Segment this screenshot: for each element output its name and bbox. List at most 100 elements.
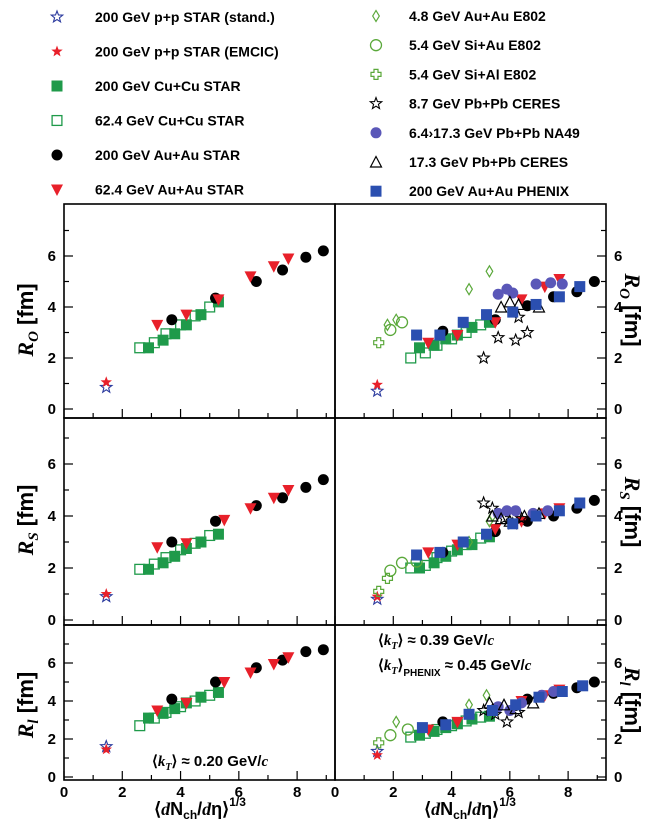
data-point — [277, 264, 289, 276]
data-point — [434, 329, 446, 341]
data-point — [512, 297, 526, 311]
y-tick-label: 6 — [614, 456, 622, 473]
series-200-gev-p-p-star-stand — [370, 383, 385, 398]
data-point — [553, 291, 565, 303]
ylabel-ro-left: RO [fm] — [13, 283, 42, 357]
data-point — [250, 276, 262, 287]
data-point — [151, 705, 164, 717]
ylabel-rs-right: RS [fm] — [616, 476, 645, 548]
series-200-gev-p-p-star-stand — [99, 589, 114, 603]
x-tick-label: 2 — [389, 784, 397, 801]
series-200-gev-p-p-star-stand — [99, 379, 114, 394]
data-point — [195, 309, 207, 321]
data-point — [485, 264, 494, 278]
legend-label-200-gev-au-au-phenix: 200 GeV Au+Au PHENIX — [409, 183, 570, 199]
data-point — [371, 378, 383, 390]
data-point — [440, 333, 452, 345]
data-point — [588, 676, 600, 688]
data-point — [189, 537, 201, 549]
data-point — [169, 550, 181, 562]
data-point — [157, 334, 169, 346]
data-point — [457, 316, 469, 328]
data-point — [99, 379, 114, 394]
data-point — [476, 495, 491, 510]
legend-label-4-8-gev-au-au-e802: 4.8 GeV Au+Au E802 — [409, 8, 546, 24]
data-point — [143, 712, 155, 724]
series-200-gev-p-p-star-emcic — [100, 376, 112, 388]
panel-frame — [334, 624, 607, 781]
panel-r-s-left: 0 2 4 6 — [48, 417, 336, 629]
legend-marker-5-4-gev-si-au-e802 — [369, 39, 383, 52]
series-200-gev-p-p-star-stand — [370, 591, 385, 606]
data-point — [169, 703, 181, 715]
legend-marker-200-gev-p-p-star-stand — [49, 9, 65, 24]
data-point — [244, 667, 257, 679]
y-axis-titles: RO [fm] RS [fm] Rl [fm] RO [fm] RS [fm] … — [13, 272, 645, 739]
data-point — [204, 529, 216, 542]
xlabel-right: ⟨dNch/dη⟩1/3 — [424, 795, 516, 822]
data-point — [166, 536, 178, 548]
data-point — [465, 282, 474, 296]
data-point — [300, 646, 312, 658]
data-point — [317, 474, 329, 486]
data-point — [401, 723, 414, 736]
series-200-gev-cu-cu-star — [143, 686, 224, 724]
data-point — [574, 497, 586, 509]
data-point — [508, 332, 523, 347]
series-200-gev-au-au-phenix — [416, 680, 589, 734]
data-point — [134, 720, 146, 732]
data-point — [411, 549, 423, 561]
data-point — [100, 376, 112, 388]
data-point — [405, 352, 417, 364]
data-point — [492, 288, 504, 300]
x-tick-label: 6 — [506, 784, 514, 801]
data-point — [481, 309, 493, 321]
x-tick-label: 0 — [331, 784, 339, 801]
data-point — [151, 542, 164, 554]
y-tick-label: 6 — [48, 248, 56, 265]
data-point — [428, 725, 440, 737]
panel-r-o-right: 0 2 4 6 — [334, 203, 623, 419]
legend-label-6-4-17-3-gev-pb-pb-na49: 6.4›17.3 GeV Pb+Pb NA49 — [409, 125, 580, 141]
data-point — [405, 731, 417, 743]
data-point — [507, 287, 519, 299]
data-point — [520, 324, 535, 339]
data-point — [218, 514, 231, 527]
data-point — [434, 546, 446, 558]
data-point — [371, 749, 383, 760]
kt-note-right-2: ⟨kT⟩PHENIX ≈ 0.45 GeV/c — [378, 657, 532, 679]
data-point — [212, 686, 224, 698]
data-point — [588, 276, 600, 287]
xlabel-left: ⟨dNch/dη⟩1/3 — [154, 795, 246, 822]
data-point — [556, 278, 568, 290]
data-point — [166, 693, 178, 705]
data-point — [100, 743, 112, 755]
data-point — [483, 316, 495, 328]
data-point — [175, 544, 187, 556]
data-point — [422, 547, 435, 559]
annotations: ⟨kT⟩ ≈ 0.20 GeV/c ⟨kT⟩ ≈ 0.39 GeV/c ⟨kT⟩… — [152, 632, 532, 773]
data-point — [530, 278, 542, 290]
legend-marker-200-gev-cu-cu-star — [51, 80, 63, 92]
ylabel-rl-right: Rl [fm] — [616, 666, 645, 734]
series-200-gev-au-au-phenix — [411, 497, 586, 561]
data-point — [392, 715, 401, 729]
panel-r-s-right: 0 2 4 6 — [334, 417, 623, 629]
data-point — [210, 676, 222, 688]
legend-label-200-gev-p-p-star-emcic: 200 GeV p+p STAR (EMCIC) — [95, 44, 279, 60]
data-point — [180, 538, 193, 550]
data-point — [212, 528, 224, 540]
legend-label-62-4-gev-au-au-star: 62.4 GeV Au+Au STAR — [95, 182, 244, 198]
data-point — [384, 564, 397, 577]
data-point — [373, 585, 385, 598]
data-point — [267, 261, 280, 273]
data-point — [189, 310, 201, 322]
y-tick-label: 0 — [48, 401, 56, 418]
y-tick-label: 4 — [48, 693, 57, 710]
data-point — [300, 481, 312, 493]
legend-label-200-gev-p-p-star-stand: 200 GeV p+p STAR (stand.) — [95, 9, 275, 25]
x-tick-label: 4 — [447, 784, 456, 801]
data-point — [395, 556, 409, 569]
series-5-4-gev-si-al-e802 — [373, 572, 394, 598]
